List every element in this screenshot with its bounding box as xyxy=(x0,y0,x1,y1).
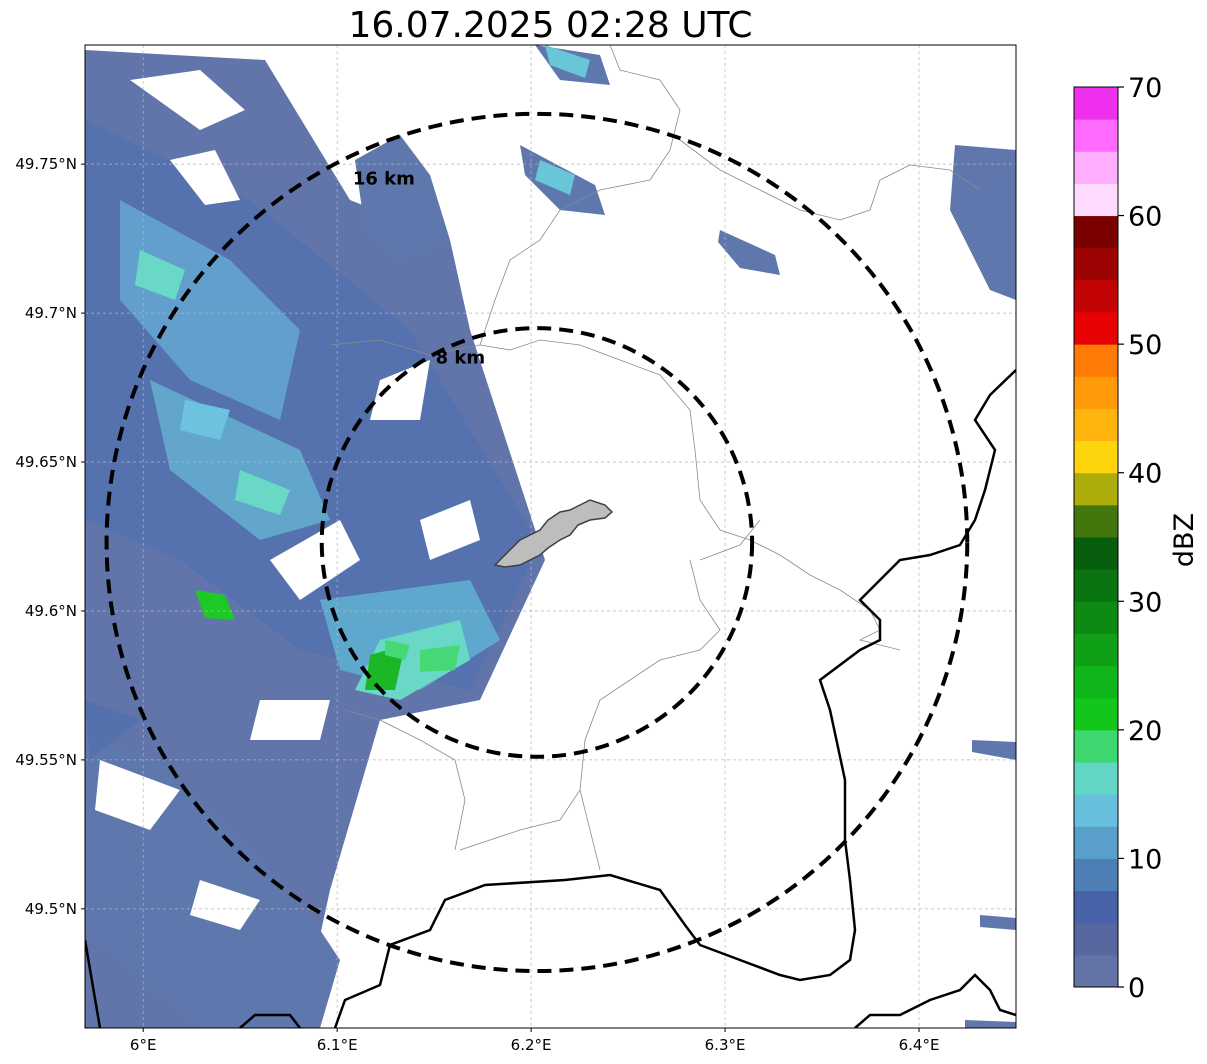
colorbar-tick-label: 30 xyxy=(1128,587,1162,618)
colorbar-frame xyxy=(1073,86,1119,988)
x-tick-label: 6.4°E xyxy=(899,1036,940,1054)
colorbar-swatch xyxy=(1074,408,1118,442)
colorbar-swatch xyxy=(1074,729,1118,763)
range-ring-8km xyxy=(319,326,755,759)
colorbar: 0 10 20 30 40 50 60 70 dBZ xyxy=(1073,73,1200,1004)
colorbar-swatch xyxy=(1074,87,1118,120)
colorbar-tick-label: 50 xyxy=(1128,330,1162,361)
colorbar-swatch xyxy=(1074,794,1118,827)
echo-cells-east xyxy=(965,740,1016,1028)
colorbar-swatch xyxy=(1074,890,1118,924)
colorbar-ticks: 0 10 20 30 40 50 60 70 xyxy=(1118,73,1162,1004)
colorbar-swatch xyxy=(1074,440,1118,474)
colorbar-swatch xyxy=(1074,504,1118,538)
colorbar-swatch xyxy=(1074,922,1118,956)
echo-gaps xyxy=(95,70,480,930)
admin-boundaries xyxy=(329,45,981,871)
colorbar-swatch xyxy=(1074,665,1118,699)
y-tick-label: 49.65°N xyxy=(15,453,77,471)
colorbar-swatch xyxy=(1074,119,1118,152)
gridlines xyxy=(85,45,1016,1028)
colorbar-swatch xyxy=(1074,954,1118,988)
colorbar-tick-label: 0 xyxy=(1128,973,1145,1004)
range-ring-16km xyxy=(104,111,970,974)
colorbar-swatch xyxy=(1074,376,1118,409)
colorbar-swatch xyxy=(1074,215,1118,249)
colorbar-tick-label: 10 xyxy=(1128,844,1162,875)
y-tick-label: 49.75°N xyxy=(15,155,77,173)
echo-cells-moderate xyxy=(135,250,470,700)
colorbar-swatch xyxy=(1074,762,1118,795)
x-tick-label: 6°E xyxy=(130,1036,157,1054)
colorbar-swatch xyxy=(1074,279,1118,313)
x-axis-ticks: 6°E 6.1°E 6.2°E 6.3°E 6.4°E xyxy=(130,1028,940,1054)
range-ring-label: 8 km xyxy=(436,347,486,368)
colorbar-swatch xyxy=(1074,601,1118,634)
map-frame xyxy=(84,44,1017,1029)
x-tick-label: 6.3°E xyxy=(705,1036,746,1054)
colorbar-swatch xyxy=(1074,858,1118,892)
range-rings: 8 km 16 km xyxy=(104,111,970,974)
y-tick-label: 49.5°N xyxy=(25,900,77,918)
y-tick-label: 49.6°N xyxy=(25,602,77,620)
colorbar-tick-label: 70 xyxy=(1128,73,1162,104)
y-tick-label: 49.55°N xyxy=(15,751,77,769)
precipitation-echoes xyxy=(85,45,1016,1028)
x-tick-label: 6.2°E xyxy=(511,1036,552,1054)
map-area: 8 km 16 km xyxy=(84,44,1017,1029)
colorbar-swatch xyxy=(1074,344,1118,377)
city-area-polygon xyxy=(493,499,614,568)
colorbar-swatch xyxy=(1074,183,1118,217)
colorbar-swatch xyxy=(1074,633,1118,667)
echo-cells-light-blue xyxy=(535,45,590,195)
colorbar-tick-label: 60 xyxy=(1128,202,1162,233)
colorbar-swatch xyxy=(1074,826,1118,859)
colorbar-swatch xyxy=(1074,697,1118,731)
range-ring-label: 16 km xyxy=(353,168,415,189)
colorbar-swatch xyxy=(1074,312,1118,345)
y-tick-label: 49.7°N xyxy=(25,304,77,322)
map-title: 16.07.2025 02:28 UTC xyxy=(348,5,753,46)
colorbar-swatches xyxy=(1074,87,1118,988)
colorbar-tick-label: 20 xyxy=(1128,716,1162,747)
colorbar-label: dBZ xyxy=(1169,513,1200,567)
country-boundaries xyxy=(85,369,1016,1028)
y-axis-ticks: 49.75°N 49.7°N 49.65°N 49.6°N 49.55°N 49.5°N xyxy=(15,155,85,918)
colorbar-swatch xyxy=(1074,537,1118,570)
colorbar-swatch xyxy=(1074,247,1118,281)
colorbar-swatch xyxy=(1074,472,1118,506)
colorbar-swatch xyxy=(1074,151,1118,184)
x-tick-label: 6.1°E xyxy=(317,1036,358,1054)
colorbar-tick-label: 40 xyxy=(1128,459,1162,490)
colorbar-swatch xyxy=(1074,569,1118,602)
